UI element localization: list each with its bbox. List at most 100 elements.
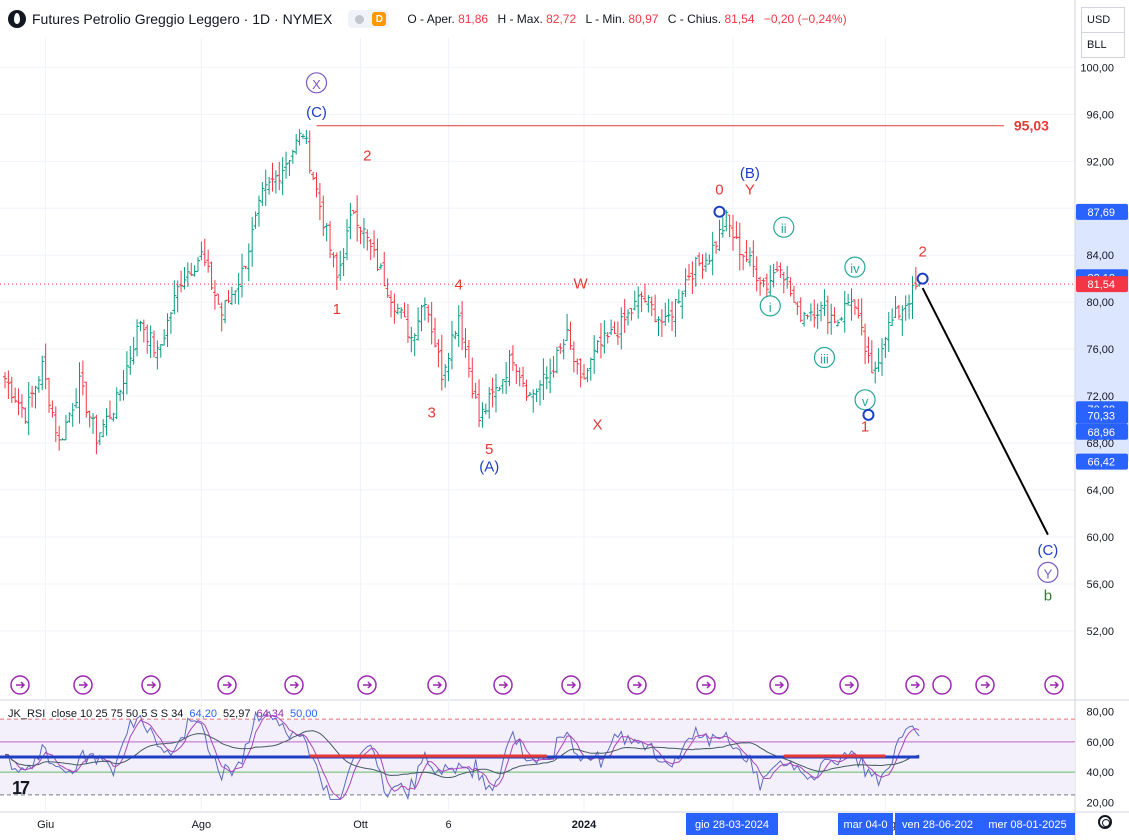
time-tag-box xyxy=(895,813,980,835)
ohlc-bar xyxy=(138,320,143,332)
ohlc-bar xyxy=(598,323,603,359)
ohlc-bar xyxy=(344,219,349,261)
ohlc-bar xyxy=(490,377,495,408)
ohlc-bar xyxy=(422,297,427,321)
ohlc-bar xyxy=(578,358,583,388)
ohlc-bar xyxy=(135,319,140,357)
ohlc-bar xyxy=(683,268,688,297)
ohlc-bar xyxy=(290,149,295,164)
ohlc-bar xyxy=(561,338,566,360)
ohlc-bar xyxy=(548,358,553,394)
ohlc-bar xyxy=(693,256,698,287)
ohlc-bar xyxy=(26,382,31,436)
y-tick-label: 64,00 xyxy=(1086,485,1114,497)
ohlc-bar xyxy=(507,349,512,387)
ohlc-bar xyxy=(775,261,780,273)
ohlc-bar xyxy=(168,311,173,334)
ohlc-bar xyxy=(649,296,654,317)
ohlc-bar xyxy=(426,304,431,323)
ohlc-bar xyxy=(294,133,299,155)
price-label-tag: 81,54 xyxy=(1076,276,1128,293)
tradingview-logo[interactable]: 17 xyxy=(12,778,30,798)
ohlc-bar xyxy=(798,297,803,323)
ohlc-bar xyxy=(497,386,502,392)
delay-badge: D xyxy=(372,12,387,26)
ohlc-bar xyxy=(358,226,363,245)
ohlc-bar xyxy=(544,366,549,390)
wave-label: 0 xyxy=(715,181,723,198)
ohlc-bar xyxy=(107,400,112,420)
ohlc-bar xyxy=(758,276,763,296)
ohlc-bar xyxy=(216,293,221,305)
price-label-tag: 70,33 xyxy=(1076,407,1128,424)
ohlc-bar xyxy=(808,303,813,322)
ohlc-bar xyxy=(849,288,854,321)
ohlc-bar xyxy=(524,379,529,401)
unit-button[interactable]: BLL xyxy=(1081,32,1125,58)
ohlc-bar xyxy=(903,295,908,321)
ohlc-bar xyxy=(795,301,800,315)
ohlc-bar xyxy=(53,406,58,443)
arrow-right-icon xyxy=(845,681,855,689)
ohlc-bar xyxy=(727,214,732,238)
rsi-y-tick-label: 80,00 xyxy=(1086,707,1114,719)
time-tag-box xyxy=(686,813,778,835)
ohlc-bar xyxy=(124,351,129,395)
ohlc-bar xyxy=(859,298,864,336)
ohlc-bar xyxy=(565,313,570,341)
ohlc-bar xyxy=(375,238,380,272)
ohlc-bar xyxy=(91,413,96,434)
ohlc-bar xyxy=(365,229,370,251)
ohlc-bar xyxy=(412,333,417,357)
ohlc-bar xyxy=(165,313,170,347)
rsi-value-1: 64,20 xyxy=(189,708,217,720)
ohlc-bar xyxy=(517,367,522,387)
ohlc-bar xyxy=(287,160,292,177)
events-row xyxy=(10,675,1064,695)
ohlc-bar xyxy=(724,209,729,232)
ohlc-bar xyxy=(338,250,343,281)
ohlc-bar xyxy=(568,321,573,350)
ohlc-bar xyxy=(317,183,322,221)
ohlc-bar xyxy=(744,239,749,263)
wave-label: 1 xyxy=(333,301,341,318)
toggle-dot-icon xyxy=(355,14,365,24)
ohlc-bar xyxy=(331,252,336,268)
ohlc-bar xyxy=(101,419,106,438)
ohlc-bar xyxy=(470,357,475,399)
x-tick-label: Giu xyxy=(37,819,54,831)
ohlc-bar xyxy=(747,247,752,267)
ohlc-bar xyxy=(714,241,719,254)
ohlc-bar xyxy=(70,402,75,427)
rsi-name[interactable]: JK_RSI xyxy=(8,708,46,720)
ohlc-bar xyxy=(240,253,245,298)
ohlc-bar xyxy=(13,387,18,403)
ohlc-bar xyxy=(615,321,620,345)
visibility-toggle[interactable]: D xyxy=(348,10,390,28)
ohlc-bar xyxy=(686,263,691,281)
ohlc-bar xyxy=(900,305,905,336)
ohlc-bar xyxy=(202,238,207,267)
ohlc-bar xyxy=(277,161,282,191)
ohlc-series xyxy=(3,129,922,455)
settings-gear-icon[interactable] xyxy=(1098,815,1112,829)
currency-button[interactable]: USD xyxy=(1081,7,1125,33)
symbol-title[interactable]: Futures Petrolio Greggio Leggero · 1D · … xyxy=(32,11,333,27)
ohlc-bar xyxy=(300,133,305,140)
oil-drop-icon xyxy=(8,10,26,28)
ohlc-bar xyxy=(304,129,309,145)
ohlc-bar xyxy=(453,330,458,340)
price-tag-box xyxy=(1076,203,1128,220)
ohlc-bar xyxy=(612,321,617,334)
ohlc-bar xyxy=(179,270,184,293)
ohlc-bar xyxy=(690,261,695,294)
wave-label: iii xyxy=(820,352,829,367)
time-tag-text: mar 04-0 xyxy=(843,819,887,831)
ohlc-bar xyxy=(385,278,390,298)
arrow-right-icon xyxy=(633,681,643,689)
wave-circle xyxy=(1037,561,1059,583)
ohlc-bar xyxy=(605,332,610,344)
wave-label: 2 xyxy=(363,147,371,164)
ohlc-bar xyxy=(815,303,820,329)
